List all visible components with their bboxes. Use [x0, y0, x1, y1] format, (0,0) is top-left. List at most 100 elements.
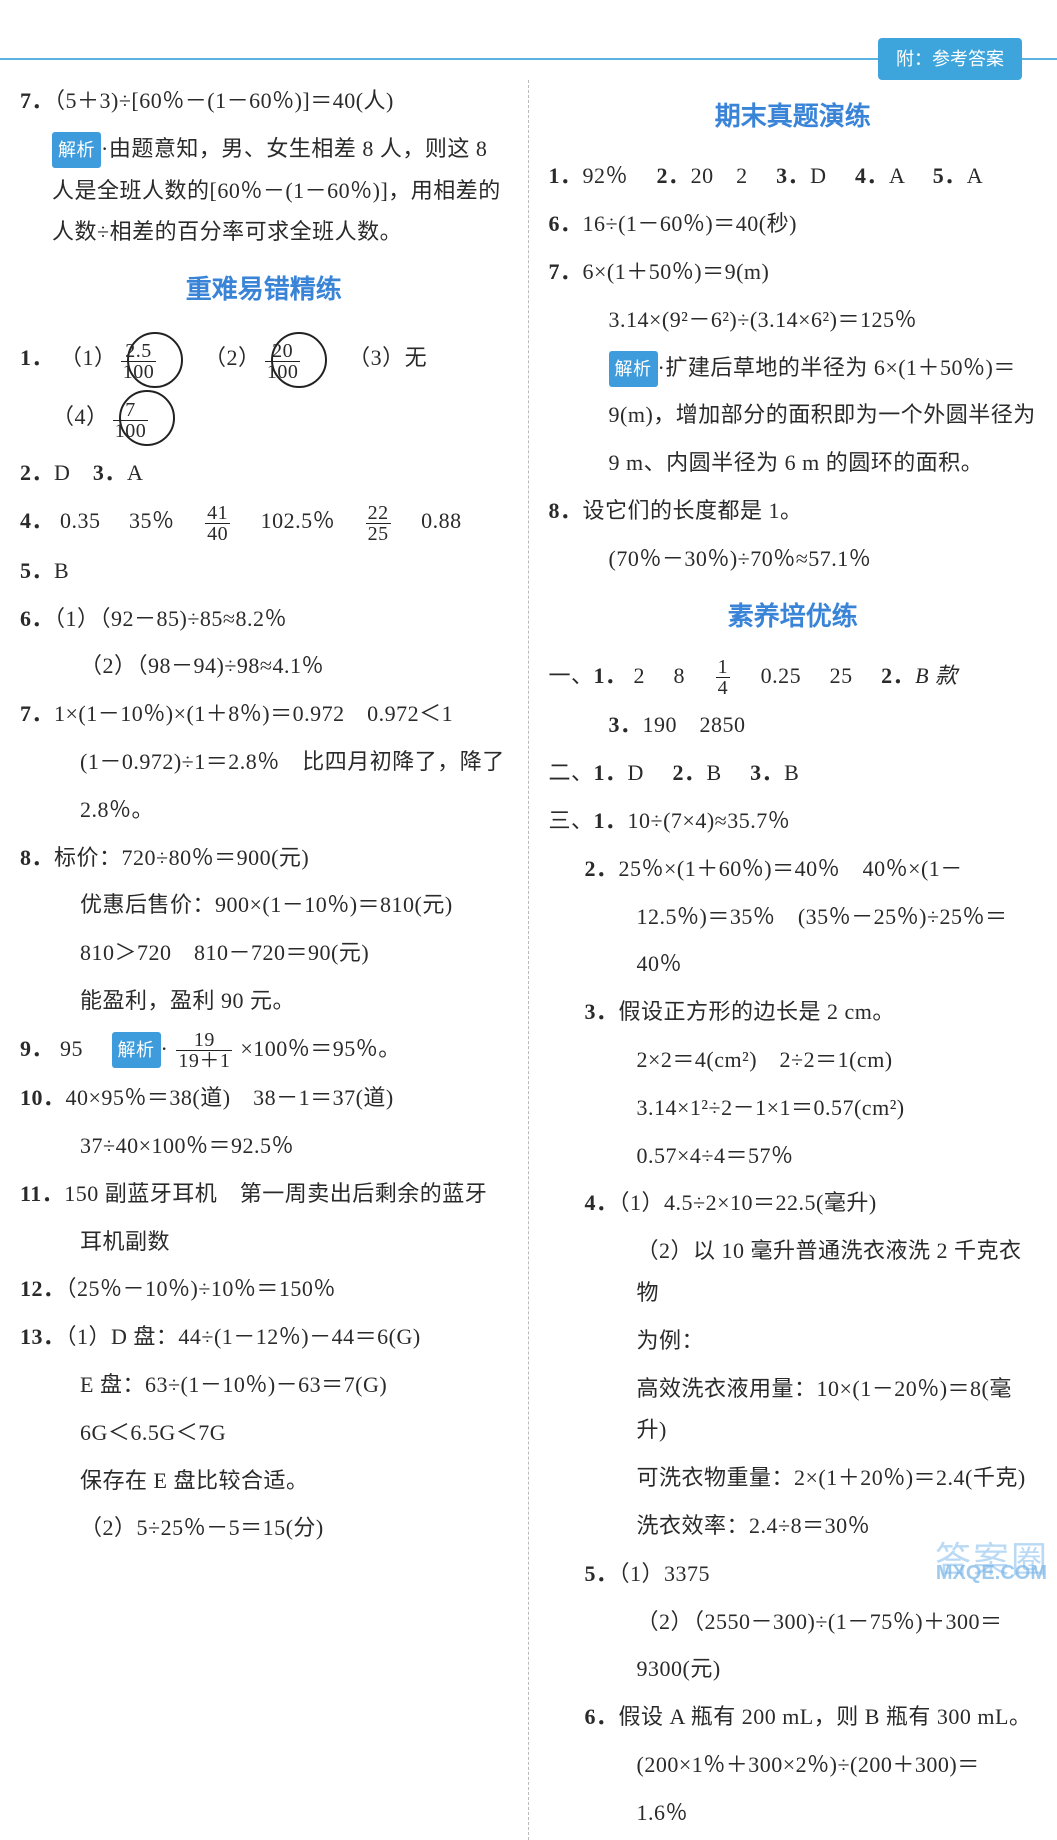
r-san-3b: 2×2＝4(cm²) 2÷2＝1(cm)	[549, 1039, 1038, 1081]
q1p1: （1）	[60, 345, 117, 370]
q1c2d: 100	[265, 362, 301, 382]
q9v: 95	[60, 1036, 83, 1061]
q4v1: 0.35	[60, 508, 101, 533]
rq7l1: 6×(1＋50％)＝9(m)	[583, 259, 770, 284]
r-row1: 1．92％ 2．20 2 3．D 4．A 5．A	[549, 155, 1038, 197]
yiq3: 190 2850	[643, 712, 746, 737]
q5: 5．B	[20, 550, 508, 592]
r-san-3c: 3.14×1²÷2－1×1＝0.57(cm²)	[549, 1087, 1038, 1129]
yif1n: 1	[716, 657, 731, 678]
yiq2: B 款	[915, 663, 957, 688]
r-q7-3: 解析·扩建后草地的半径为 6×(1＋50％)＝	[549, 347, 1038, 389]
q7-jiexi: 解析·由题意知，男、女生相差 8 人，则这 8 人是全班人数的[60％－(1－6…	[20, 128, 508, 253]
q13-1: 13．（1）D 盘：44÷(1－12％)－44＝6(G)	[20, 1316, 508, 1358]
rq6: 16÷(1－60％)＝40(秒)	[583, 211, 797, 236]
q13-4: 保存在 E 盘比较合适。	[20, 1460, 508, 1502]
q7b-1: 7．1×(1－10％)×(1＋8％)＝0.972 0.972＜1	[20, 693, 508, 735]
q12t: （25％－10％)÷10％＝150％	[66, 1276, 336, 1301]
r-san-5b: （2）（2550－300)÷(1－75％)＋300＝	[549, 1601, 1038, 1643]
section-difficult: 重难易错精练	[20, 265, 508, 314]
q8-2: 优惠后售价：900×(1－10％)＝810(元)	[20, 884, 508, 926]
q11-1: 11．150 副蓝牙耳机 第一周卖出后剩余的蓝牙	[20, 1173, 508, 1215]
r-q8-1: 8．设它们的长度都是 1。	[549, 490, 1038, 532]
r-q8-2: (70％－30％)÷70％≈57.1％	[549, 538, 1038, 580]
q13-5: （2）5÷25％－5＝15(分)	[20, 1507, 508, 1549]
sq6l1: 假设 A 瓶有 200 mL，则 B 瓶有 300 mL。	[619, 1704, 1032, 1729]
q8-4: 能盈利，盈利 90 元。	[20, 980, 508, 1022]
r1q3: D	[810, 163, 826, 188]
q7b-2: (1－0.972)÷1＝2.8％ 比四月初降了，降了	[20, 741, 508, 783]
sq2l1: 25％×(1＋60％)＝40％ 40％×(1－	[619, 856, 963, 881]
r-er: 二、1．D 2．B 3．B	[549, 752, 1038, 794]
q2a: D	[54, 460, 70, 485]
yif1d: 4	[716, 678, 731, 698]
r1q2: 20 2	[691, 163, 748, 188]
watermark-2: MXQE.COM	[936, 1554, 1047, 1592]
sq4l1: （1）4.5÷2×10＝22.5(毫升)	[619, 1190, 877, 1215]
r1q1: 92％	[583, 163, 629, 188]
q1-circ4: 7100	[119, 390, 175, 446]
r-san-4a: 4．（1）4.5÷2×10＝22.5(毫升)	[549, 1182, 1038, 1224]
r-san-4e: 可洗衣物重量：2×(1＋20％)＝2.4(千克)	[549, 1457, 1038, 1499]
q11l1: 150 副蓝牙耳机 第一周卖出后剩余的蓝牙	[64, 1181, 487, 1206]
q4v2: 35％	[129, 508, 175, 533]
rq7jb: 解析	[609, 351, 658, 387]
left-column: 7．（5＋3)÷[60％－(1－60％)]＝40(人) 解析·由题意知，男、女生…	[0, 80, 529, 1840]
r-q7-2: 3.14×(9²－6²)÷(3.14×6²)＝125％	[549, 299, 1038, 341]
q4v3: 102.5％	[261, 508, 336, 533]
q7b-3: 2.8％。	[20, 789, 508, 831]
r-san-2a: 2．25％×(1＋60％)＝40％ 40％×(1－	[549, 848, 1038, 890]
q7bl1: 1×(1－10％)×(1＋8％)＝0.972 0.972＜1	[54, 701, 453, 726]
erq1: D	[628, 760, 644, 785]
q9t: ×100％＝95％。	[240, 1036, 400, 1061]
r-q6: 6．16÷(1－60％)＝40(秒)	[549, 203, 1038, 245]
q2-q3: 2．D 3．A	[20, 452, 508, 494]
q4f1d: 40	[205, 524, 230, 544]
section-final: 期末真题演练	[549, 92, 1038, 141]
q4f2n: 22	[366, 503, 391, 524]
q6-2: （2）（98－94)÷98≈4.1％	[20, 645, 508, 687]
q9fn: 19	[176, 1030, 232, 1051]
q3a: A	[127, 460, 143, 485]
q1: 1． （1） 2.5100 （2） 20100 （3）无 （4） 7100	[20, 329, 508, 447]
q12: 12．（25％－10％)÷10％＝150％	[20, 1268, 508, 1310]
q10l1: 40×95％＝38(道) 38－1＝37(道)	[66, 1085, 394, 1110]
r-san-6c: 1.6％	[549, 1792, 1038, 1834]
q13l1: （1）D 盘：44÷(1－12％)－44＝6(G)	[66, 1324, 421, 1349]
q1p3: （3）无	[359, 345, 427, 370]
q4f1n: 41	[205, 503, 230, 524]
q1c4n: 7	[113, 400, 149, 421]
q8l1: 标价：720÷80％＝900(元)	[54, 845, 309, 870]
er-l: 二、	[549, 760, 594, 785]
yiq1a: 2	[634, 663, 646, 688]
q9jb: 解析	[112, 1032, 161, 1068]
page-header-tab: 附：参考答案	[878, 38, 1022, 80]
q9: 9． 95 解析· 1919＋1 ×100％＝95％。	[20, 1028, 508, 1071]
r1q5: A	[967, 163, 983, 188]
q7-eq: （5＋3)÷[60％－(1－60％)]＝40(人)	[54, 88, 394, 113]
r1q4: A	[889, 163, 904, 188]
san-l: 三、	[549, 808, 594, 833]
sq3l1: 假设正方形的边长是 2 cm。	[619, 999, 895, 1024]
r-san-1: 三、1．10÷(7×4)≈35.7％	[549, 800, 1038, 842]
q1p2: （2）	[215, 345, 261, 370]
r-san-4d: 高效洗衣液用量：10×(1－20％)＝8(毫升)	[549, 1368, 1038, 1452]
q4: 4． 0.35 35％ 4140 102.5％ 2225 0.88	[20, 500, 508, 543]
q9fd: 19＋1	[176, 1051, 232, 1071]
rq8l1: 设它们的长度都是 1。	[583, 498, 803, 523]
r-san-4c: 为例：	[549, 1320, 1038, 1362]
yi-l: 一、	[549, 663, 594, 688]
erq2: B	[706, 760, 721, 785]
q1c1d: 100	[121, 362, 157, 382]
r-san-2c: 40％	[549, 943, 1038, 985]
r-san-6a: 6．假设 A 瓶有 200 mL，则 B 瓶有 300 mL。	[549, 1696, 1038, 1738]
section-suyang: 素养培优练	[549, 592, 1038, 641]
q13-2: E 盘：63÷(1－10％)－63＝7(G)	[20, 1364, 508, 1406]
q4f2d: 25	[366, 524, 391, 544]
erq3: B	[784, 760, 799, 785]
yiq1c: 0.25	[761, 663, 802, 688]
q10-2: 37÷40×100％＝92.5％	[20, 1125, 508, 1167]
r-q7-1: 7．6×(1＋50％)＝9(m)	[549, 251, 1038, 293]
yiq1d: 25	[830, 663, 853, 688]
r-san-4b: （2）以 10 毫升普通洗衣液洗 2 千克衣物	[549, 1230, 1038, 1314]
